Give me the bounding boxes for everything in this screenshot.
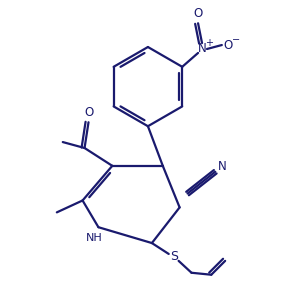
Text: O: O [223,38,232,52]
Text: N: N [198,43,207,55]
Text: N: N [218,160,226,173]
Text: NH: NH [86,233,103,243]
Text: S: S [170,250,178,263]
Text: +: + [205,38,213,48]
Text: −: − [232,35,240,45]
Text: O: O [84,106,93,119]
Text: O: O [193,7,203,20]
